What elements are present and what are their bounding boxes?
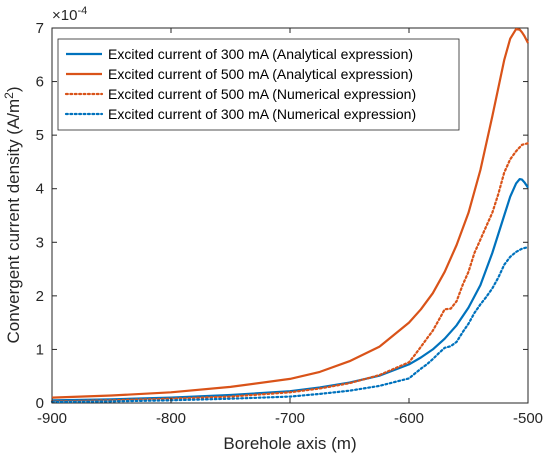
y-tick-label: 3 <box>36 234 44 251</box>
x-tick-label: -600 <box>394 410 424 427</box>
x-tick-label: -900 <box>37 410 67 427</box>
y-tick-label: 0 <box>36 395 44 412</box>
legend-box <box>57 38 460 131</box>
y-multiplier-base: ×10 <box>52 7 77 24</box>
y-tick-label: 5 <box>36 127 44 144</box>
ticks-layer: -900 -800 -700 -600 -500 0 1 2 3 4 5 6 7 <box>36 20 543 427</box>
series-line-3 <box>50 142 530 403</box>
x-axis-label: Borehole axis (m) <box>223 434 356 453</box>
y-axis-label-main: Convergent current density (A/m <box>4 99 23 344</box>
legend-label-2: Excited current of 500 mA (Analytical ex… <box>108 66 413 82</box>
legend-label-4: Excited current of 300 mA (Numerical exp… <box>108 106 416 122</box>
x-tick-label: -500 <box>513 410 543 427</box>
y-multiplier-exp: -4 <box>77 5 87 17</box>
y-tick-label: 6 <box>36 74 44 91</box>
y-tick-label: 1 <box>36 341 44 358</box>
series-line-2 <box>51 28 529 399</box>
series-line-4 <box>50 246 530 403</box>
x-tick-label: -700 <box>275 410 305 427</box>
y-tick-label: 4 <box>36 181 44 198</box>
y-axis-label: Convergent current density (A/m2) <box>2 86 23 343</box>
legend-label-3: Excited current of 500 mA (Numerical exp… <box>108 86 416 102</box>
y-axis-label-tail: ) <box>4 86 23 92</box>
x-tick-label: -800 <box>156 410 186 427</box>
y-tick-label: 2 <box>36 288 44 305</box>
y-tick-label: 7 <box>36 20 44 37</box>
legend-label-1: Excited current of 300 mA (Analytical ex… <box>108 46 413 62</box>
series-line-1 <box>51 178 529 402</box>
series-layer <box>50 28 530 403</box>
y-axis-label-sup: 2 <box>2 92 16 99</box>
legend: Excited current of 300 mA (Analytical ex… <box>57 38 460 131</box>
y-multiplier: ×10-4 <box>52 5 87 24</box>
